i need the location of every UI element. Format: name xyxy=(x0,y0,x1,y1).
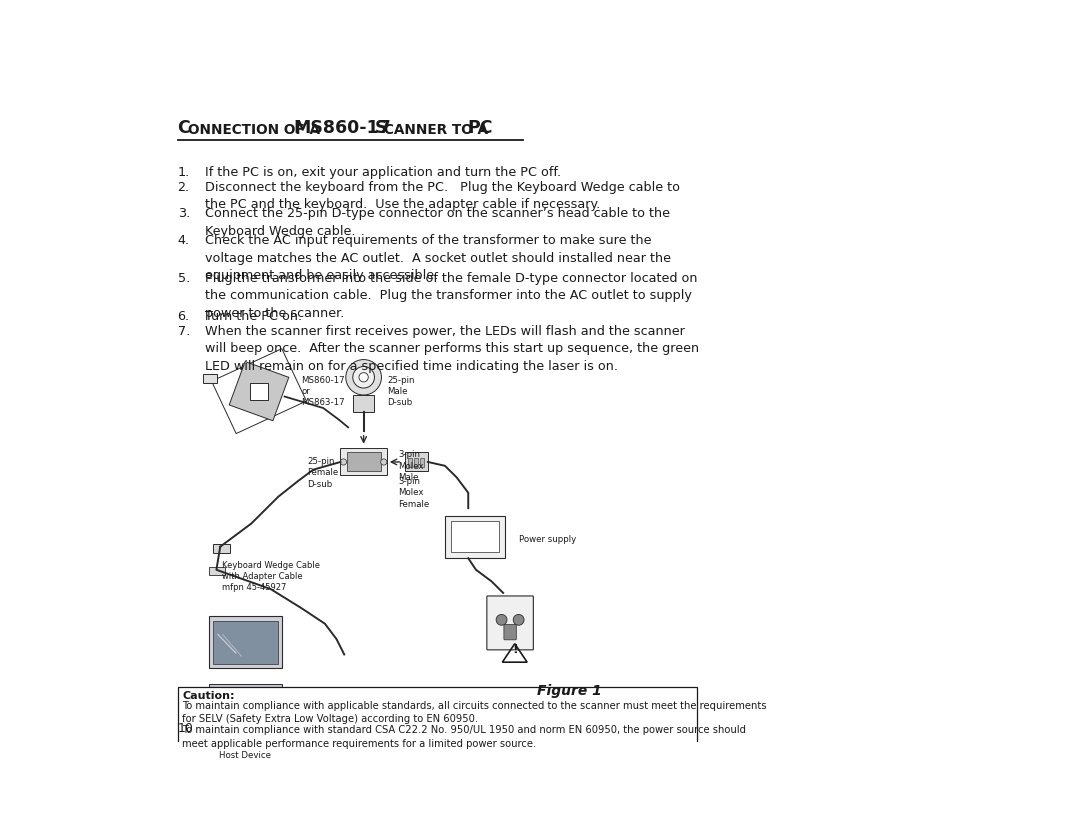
FancyBboxPatch shape xyxy=(233,736,241,741)
FancyBboxPatch shape xyxy=(225,736,231,741)
FancyBboxPatch shape xyxy=(414,458,418,467)
Text: MS860-17
or
MS863-17: MS860-17 or MS863-17 xyxy=(301,376,346,407)
Text: To maintain compliance with applicable standards, all circuits connected to the : To maintain compliance with applicable s… xyxy=(183,701,767,724)
FancyBboxPatch shape xyxy=(215,736,221,741)
Text: Power supply: Power supply xyxy=(518,535,576,544)
FancyBboxPatch shape xyxy=(353,395,375,412)
FancyBboxPatch shape xyxy=(203,374,217,384)
Text: PC: PC xyxy=(468,119,494,137)
Text: Plug the transformer into the side of the female D-type connector located on
the: Plug the transformer into the side of th… xyxy=(205,272,698,319)
Circle shape xyxy=(340,459,347,465)
FancyBboxPatch shape xyxy=(271,736,278,741)
Polygon shape xyxy=(229,361,288,420)
Text: 3-pin
Molex
Male: 3-pin Molex Male xyxy=(399,450,424,481)
FancyBboxPatch shape xyxy=(177,687,697,755)
FancyBboxPatch shape xyxy=(213,621,278,664)
FancyBboxPatch shape xyxy=(445,516,505,558)
Text: 5.: 5. xyxy=(177,272,190,284)
Text: !: ! xyxy=(512,643,517,656)
FancyBboxPatch shape xyxy=(504,625,516,640)
Text: 2.: 2. xyxy=(177,181,190,194)
Text: 7.: 7. xyxy=(177,325,190,338)
Text: CANNER TO A: CANNER TO A xyxy=(383,123,492,137)
FancyBboxPatch shape xyxy=(212,731,291,740)
FancyBboxPatch shape xyxy=(243,736,249,741)
Text: 6.: 6. xyxy=(177,309,190,323)
Text: 3-pin
Molex
Female: 3-pin Molex Female xyxy=(399,477,430,509)
Text: 25-pin
Female
D-sub: 25-pin Female D-sub xyxy=(307,457,338,489)
Polygon shape xyxy=(251,383,268,399)
FancyBboxPatch shape xyxy=(261,736,268,741)
FancyBboxPatch shape xyxy=(210,567,225,575)
FancyBboxPatch shape xyxy=(213,718,279,722)
FancyBboxPatch shape xyxy=(280,736,287,741)
Text: If the PC is on, exit your application and turn the PC off.: If the PC is on, exit your application a… xyxy=(205,165,561,178)
FancyBboxPatch shape xyxy=(213,712,279,716)
Text: S: S xyxy=(369,119,388,137)
Circle shape xyxy=(346,359,381,395)
Text: Turn the PC on.: Turn the PC on. xyxy=(205,309,302,323)
Text: Check the AC input requirements of the transformer to make sure the
voltage matc: Check the AC input requirements of the t… xyxy=(205,234,671,282)
FancyBboxPatch shape xyxy=(252,736,259,741)
Circle shape xyxy=(496,615,507,626)
FancyBboxPatch shape xyxy=(213,544,230,553)
Text: 25-pin
Male
D-sub: 25-pin Male D-sub xyxy=(387,376,415,407)
FancyBboxPatch shape xyxy=(208,616,282,668)
Text: 3.: 3. xyxy=(177,208,190,220)
Text: Host Device: Host Device xyxy=(219,751,271,760)
Text: Keyboard Wedge Cable
with Adapter Cable
mfpn 45-45927: Keyboard Wedge Cable with Adapter Cable … xyxy=(221,560,320,592)
Text: Caution:: Caution: xyxy=(183,691,234,701)
Circle shape xyxy=(380,459,387,465)
FancyBboxPatch shape xyxy=(208,684,282,707)
Text: Disconnect the keyboard from the PC.   Plug the Keyboard Wedge cable to
the PC a: Disconnect the keyboard from the PC. Plu… xyxy=(205,181,679,212)
FancyBboxPatch shape xyxy=(213,706,279,710)
Text: 10: 10 xyxy=(177,722,193,736)
Text: To maintain compliance with standard CSA C22.2 No. 950/UL 1950 and norm EN 60950: To maintain compliance with standard CSA… xyxy=(183,726,746,749)
Text: MS860-17: MS860-17 xyxy=(294,119,391,137)
Circle shape xyxy=(513,615,524,626)
Text: Connect the 25-pin D-type connector on the scanner’s head cable to the
Keyboard : Connect the 25-pin D-type connector on t… xyxy=(205,208,670,238)
FancyBboxPatch shape xyxy=(408,458,411,467)
FancyBboxPatch shape xyxy=(340,448,387,475)
FancyBboxPatch shape xyxy=(487,596,534,650)
Circle shape xyxy=(359,373,368,382)
Text: 4.: 4. xyxy=(177,234,190,247)
Text: 1.: 1. xyxy=(177,165,190,178)
Polygon shape xyxy=(212,349,307,434)
Circle shape xyxy=(353,366,375,388)
FancyBboxPatch shape xyxy=(451,520,499,552)
Text: Figure 1: Figure 1 xyxy=(537,684,602,698)
FancyBboxPatch shape xyxy=(347,452,380,471)
Text: When the scanner first receives power, the LEDs will flash and the scanner
will : When the scanner first receives power, t… xyxy=(205,325,699,373)
FancyBboxPatch shape xyxy=(420,458,424,467)
Text: C: C xyxy=(177,119,190,137)
FancyBboxPatch shape xyxy=(405,452,428,471)
Text: ONNECTION OF A: ONNECTION OF A xyxy=(188,123,324,137)
